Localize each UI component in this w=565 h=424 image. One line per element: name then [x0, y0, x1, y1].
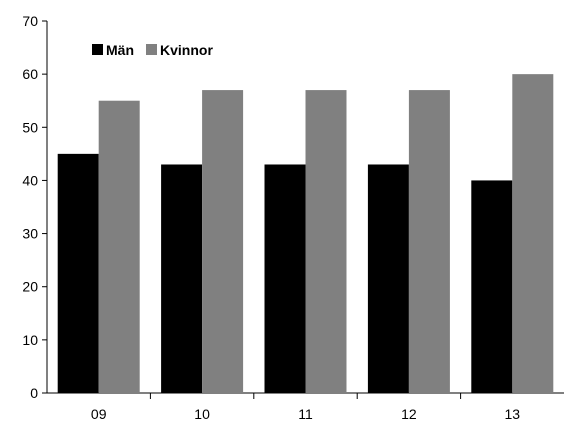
x-tick-label: 09	[91, 406, 107, 422]
y-tick-label: 60	[22, 66, 38, 82]
x-tick-label: 11	[298, 406, 313, 422]
bar-kvinnor-12	[408, 90, 450, 393]
y-tick-label: 20	[22, 279, 38, 295]
legend-swatch-0	[92, 44, 103, 55]
y-tick-label: 50	[22, 119, 38, 135]
y-tick-label: 40	[22, 172, 38, 188]
bar-m-n-09	[57, 153, 99, 393]
bar-kvinnor-13	[512, 74, 554, 394]
legend-label-1: Kvinnor	[160, 42, 213, 58]
bar-m-n-11	[264, 164, 306, 393]
y-tick-label: 0	[30, 385, 38, 401]
bar-m-n-12	[367, 164, 409, 393]
legend-label-0: Män	[106, 42, 134, 58]
bar-m-n-10	[161, 164, 203, 393]
bar-kvinnor-10	[202, 90, 244, 393]
bar-kvinnor-11	[305, 90, 347, 393]
bar-m-n-13	[471, 180, 513, 393]
legend-swatch-1	[146, 44, 157, 55]
y-tick-label: 30	[22, 226, 38, 242]
x-tick-label: 12	[401, 406, 417, 422]
x-tick-label: 10	[194, 406, 210, 422]
y-tick-label: 70	[22, 13, 38, 29]
axes: 0 10 20 30 40 50 60 70 09 10 11 12 13	[22, 13, 564, 422]
bars	[57, 74, 554, 394]
bar-kvinnor-09	[98, 100, 140, 393]
x-tick-label: 13	[505, 406, 521, 422]
legend: Män Kvinnor	[92, 42, 213, 58]
y-tick-label: 10	[22, 332, 38, 348]
